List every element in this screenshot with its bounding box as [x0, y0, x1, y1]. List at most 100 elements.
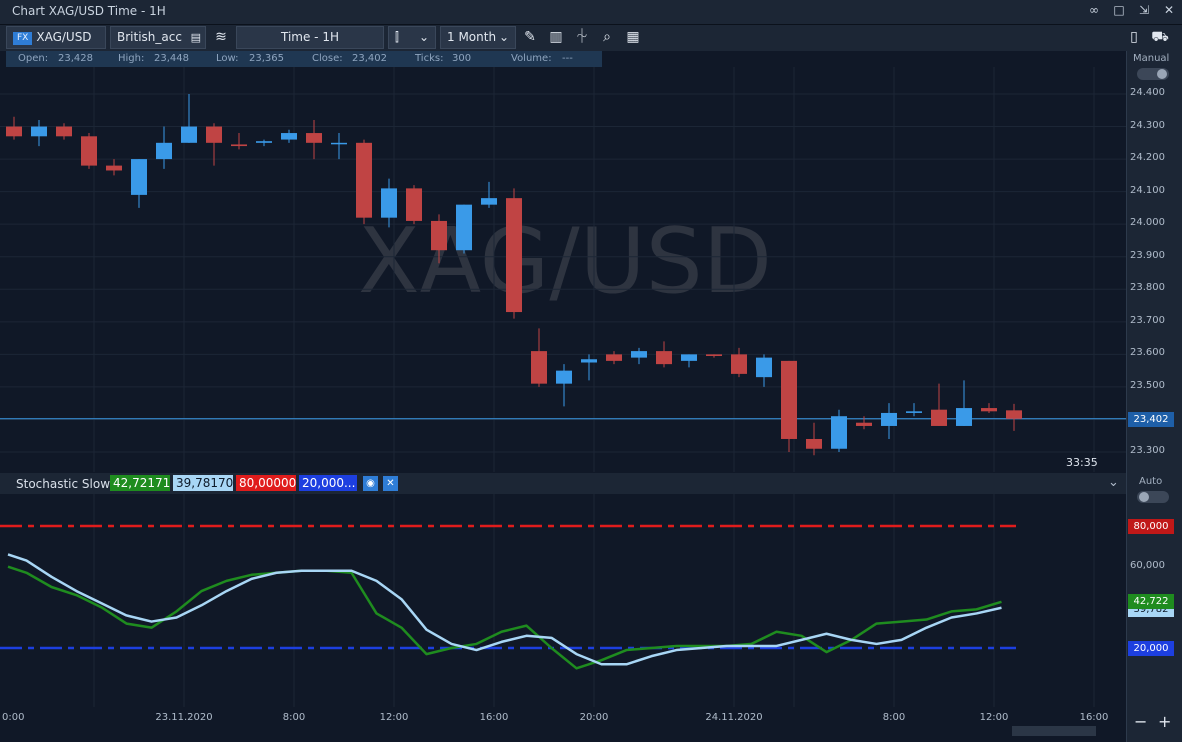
manual-scale-toggle[interactable]	[1137, 68, 1169, 80]
price-tick-label: 23.800	[1130, 282, 1165, 294]
candle	[56, 123, 72, 140]
candle-body	[556, 370, 572, 384]
candle	[381, 178, 397, 228]
timeframe-label: Time - 1H	[281, 30, 339, 44]
time-tick-label: 8:00	[882, 712, 906, 723]
candle-body	[306, 133, 322, 143]
candle	[506, 188, 522, 319]
close-icon[interactable]: ✕	[1163, 3, 1175, 17]
chart-canvas[interactable]: XAG/USD	[0, 0, 1126, 742]
price-axis-panel[interactable]	[1126, 51, 1182, 742]
candle-body	[381, 188, 397, 218]
time-tick-label: 24.11.2020	[705, 712, 763, 723]
candle	[131, 159, 147, 208]
auto-scale-toggle[interactable]	[1137, 491, 1169, 503]
account-selector[interactable]: British_acc ▤	[110, 26, 206, 49]
candle	[806, 422, 822, 456]
draw-pencil-icon[interactable]: ✎	[524, 29, 536, 45]
time-tick-label: 16:00	[1079, 712, 1109, 723]
close-value: 23,402	[352, 53, 387, 64]
collapse-chevron-icon[interactable]: ⌄	[1108, 475, 1119, 490]
visibility-eye-icon[interactable]: ◉	[363, 476, 378, 491]
candle	[6, 116, 22, 140]
candle	[106, 159, 122, 176]
account-label: British_acc	[117, 30, 182, 44]
time-scrollbar[interactable]	[1012, 726, 1096, 736]
compare-icon[interactable]: ≋	[215, 29, 227, 45]
time-tick-label: 16:00	[479, 712, 509, 723]
range-selector[interactable]: 1 Month ⌄	[440, 26, 516, 49]
candle-body	[856, 422, 872, 426]
ticks-value: 300	[452, 53, 472, 64]
candle-body	[881, 412, 897, 426]
candle	[581, 354, 597, 381]
candle	[981, 403, 997, 413]
candle-body	[706, 354, 722, 356]
close-label: Close:	[312, 53, 343, 64]
candle-body	[6, 126, 22, 137]
cart-icon[interactable]: ⛟	[1151, 29, 1169, 45]
candle	[231, 133, 247, 150]
zoom-in-button[interactable]: +	[1158, 712, 1172, 731]
indicator-name: Stochastic Slow	[16, 477, 111, 491]
price-tick-label: 24.000	[1130, 217, 1165, 229]
price-tick-label: 24.200	[1130, 152, 1165, 164]
candle-body	[256, 141, 272, 143]
time-tick-label: 12:00	[979, 712, 1009, 723]
candle	[31, 120, 47, 147]
open-label: Open:	[18, 53, 49, 64]
d-value: 39,78170	[173, 475, 233, 491]
candle-body	[181, 126, 197, 143]
price-tick-label: 24.300	[1130, 119, 1165, 131]
candle-body	[456, 204, 472, 251]
ohlc-info-bar: Open: 23,428 High: 23,448 Low: 23,365 Cl…	[6, 51, 602, 67]
price-tick-label: 23.600	[1130, 347, 1165, 359]
candle	[856, 416, 872, 430]
low-label: Low:	[216, 53, 239, 64]
price-tick-label: 24.100	[1130, 184, 1165, 196]
candle-body	[781, 360, 797, 439]
candle-body	[1006, 410, 1022, 419]
candle	[356, 139, 372, 225]
high-label: High:	[118, 53, 145, 64]
fx-badge: FX	[13, 32, 33, 45]
candle	[606, 351, 622, 365]
candle	[831, 409, 847, 452]
template-icon[interactable]: ▦	[626, 29, 640, 45]
indicator-icon[interactable]: ⏆	[575, 29, 589, 45]
candle	[156, 126, 172, 169]
k-line	[7, 565, 1002, 670]
candle-body	[106, 165, 122, 171]
high-value: 23,448	[154, 53, 189, 64]
detach-icon[interactable]: ⇲	[1138, 3, 1150, 17]
remove-indicator-icon[interactable]: ✕	[383, 476, 398, 491]
candle-body	[931, 409, 947, 426]
search-icon[interactable]: ⌕	[603, 29, 611, 45]
candle-body	[831, 416, 847, 449]
candle-body	[581, 359, 597, 363]
maximize-icon[interactable]: □	[1113, 3, 1125, 17]
candle-body	[631, 351, 647, 358]
bar-countdown: 33:35	[1066, 456, 1098, 469]
candle	[406, 185, 422, 225]
candle	[431, 214, 447, 264]
k-line-tag: 42,722	[1128, 594, 1174, 609]
open-value: 23,428	[58, 53, 93, 64]
clipboard-icon[interactable]: ▯	[1130, 29, 1138, 45]
upper-level-value: 80,00000	[236, 475, 296, 491]
candle	[181, 94, 197, 143]
candle-body	[681, 354, 697, 361]
price-tick-label: 23.500	[1130, 379, 1165, 391]
bar-chart-icon[interactable]: ▥	[549, 29, 563, 45]
candle	[681, 354, 697, 368]
current-price-tag: 23,402	[1128, 411, 1174, 427]
candle-body	[431, 220, 447, 251]
time-axis[interactable]: 0:00 23.11.2020 8:00 12:00 16:00 20:00 24.11.2…	[0, 708, 1126, 728]
symbol-selector[interactable]: FX XAG/USD	[6, 26, 106, 49]
chart-type-selector[interactable]: ⫿ ⌄	[388, 26, 436, 49]
timeframe-selector[interactable]: Time - 1H	[236, 26, 384, 49]
link-icon[interactable]: ∞	[1089, 3, 1099, 17]
k-value: 42,72171	[110, 475, 170, 491]
candle-body	[906, 411, 922, 413]
zoom-out-button[interactable]: −	[1134, 712, 1148, 731]
